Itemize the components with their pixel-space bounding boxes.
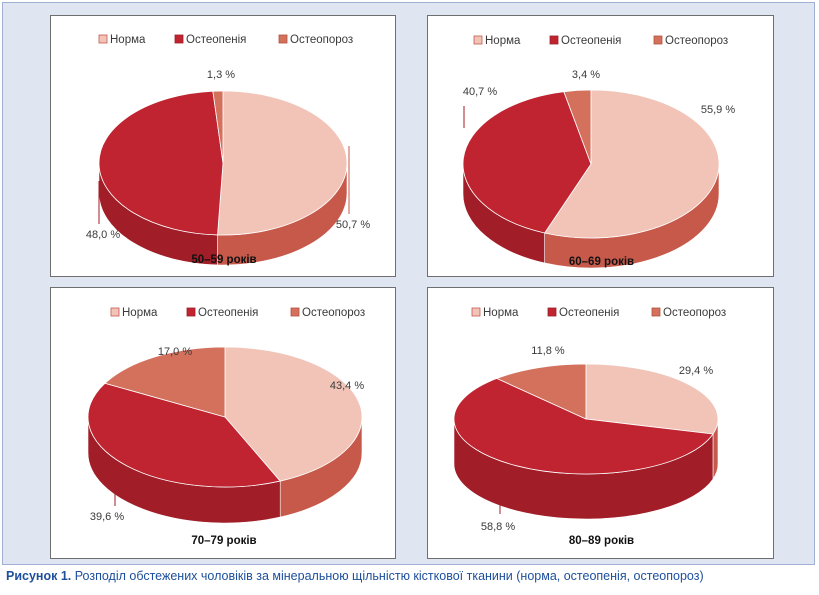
legend-swatch-osteopenia bbox=[174, 34, 184, 44]
chart-title: 70–79 років bbox=[191, 535, 256, 547]
chart-panel-60-69: Норма Остеопенія Остеопороз 55,9 % 40,7 % 3,4… bbox=[427, 15, 774, 277]
legend-entry-norma: Норма bbox=[122, 307, 158, 319]
pie-slice-osteopenia bbox=[453, 378, 714, 475]
legend-swatch-osteoporoz bbox=[278, 34, 288, 44]
pie-slice-norma bbox=[224, 346, 363, 482]
caption-text: Розподіл обстежених чоловіків за мінерал… bbox=[74, 569, 704, 583]
pie-slice-osteoporoz bbox=[563, 89, 592, 165]
chart-panel-50-59: Норма Остеопенія Остеопороз 50,7 % 48,0 % 1,3… bbox=[50, 15, 396, 277]
pie-chart-svg: Норма Остеопенія Остеопороз 50,7 % 48,0 % 1,3… bbox=[86, 34, 370, 266]
pie-slice-osteoporoz bbox=[495, 363, 587, 420]
data-label-norma: 29,4 % bbox=[679, 365, 713, 377]
legend-swatch-osteopenia bbox=[549, 35, 559, 45]
legend: Норма Остеопенія Остеопороз bbox=[473, 35, 728, 47]
legend-entry-osteopenia: Остеопенія bbox=[561, 35, 621, 47]
legend-swatch-osteoporoz bbox=[651, 307, 661, 317]
legend-swatch-osteopenia bbox=[186, 307, 196, 317]
pie-slices bbox=[453, 363, 719, 475]
data-label-norma: 43,4 % bbox=[330, 380, 364, 392]
chart-title: 50–59 років bbox=[191, 254, 256, 266]
data-label-osteoporoz: 3,4 % bbox=[572, 69, 600, 81]
legend-entry-osteoporoz: Остеопороз bbox=[290, 34, 353, 46]
legend-entry-norma: Норма bbox=[110, 34, 146, 46]
chart-title: 80–89 років bbox=[569, 535, 634, 547]
pie-slice-osteopenia bbox=[87, 382, 281, 488]
pie-slices bbox=[462, 89, 720, 239]
caption-label: Рисунок 1. bbox=[6, 569, 72, 583]
pie-chart-svg: Норма Остеопенія Остеопороз 55,9 % 40,7 % 3,4… bbox=[462, 35, 735, 269]
data-label-osteopenia: 40,7 % bbox=[463, 86, 497, 98]
legend-entry-osteopenia: Остеопенія bbox=[186, 34, 246, 46]
pie-slice-norma bbox=[543, 89, 720, 239]
legend-entry-osteoporoz: Остеопороз bbox=[302, 307, 365, 319]
pie-slice-norma bbox=[585, 363, 719, 435]
data-label-norma: 50,7 % bbox=[336, 219, 370, 231]
data-label-osteoporoz: 11,8 % bbox=[531, 345, 565, 357]
data-label-osteopenia: 39,6 % bbox=[90, 511, 124, 523]
pie-slice-osteoporoz bbox=[212, 90, 224, 164]
legend-swatch-osteopenia bbox=[547, 307, 557, 317]
pie-slices bbox=[87, 346, 363, 488]
pie-slice-norma bbox=[217, 90, 348, 236]
legend-swatch-norma bbox=[473, 35, 483, 45]
legend-entry-norma: Норма bbox=[485, 35, 521, 47]
pie-chart-svg: Норма Остеопенія Остеопороз 43,4 % 39,6 % 17,… bbox=[87, 307, 365, 547]
legend-swatch-norma bbox=[471, 307, 481, 317]
legend-entry-osteoporoz: Остеопороз bbox=[665, 35, 728, 47]
pie-chart-svg: Норма Остеопенія Остеопороз 29,4 % 58,8 % 11,… bbox=[453, 307, 726, 547]
data-label-osteoporoz: 1,3 % bbox=[207, 69, 235, 81]
data-label-osteoporoz: 17,0 % bbox=[158, 346, 192, 358]
chart-panel-70-79: Норма Остеопенія Остеопороз 43,4 % 39,6 % 17,… bbox=[50, 287, 396, 559]
legend-entry-osteoporoz: Остеопороз bbox=[663, 307, 726, 319]
pie-slice-osteopenia bbox=[98, 90, 224, 236]
legend-entry-osteopenia: Остеопенія bbox=[559, 307, 619, 319]
legend-entry-norma: Норма bbox=[483, 307, 519, 319]
data-label-norma: 55,9 % bbox=[701, 104, 735, 116]
legend-swatch-osteoporoz bbox=[653, 35, 663, 45]
data-label-osteopenia: 58,8 % bbox=[481, 521, 515, 533]
legend-swatch-norma bbox=[98, 34, 108, 44]
pie-slice-osteopenia bbox=[462, 91, 592, 234]
legend: Норма Остеопенія Остеопороз bbox=[471, 307, 726, 319]
figure-caption: Рисунок 1. Розподіл обстежених чоловіків… bbox=[6, 569, 816, 583]
pie-slices bbox=[98, 90, 348, 236]
chart-title: 60–69 років bbox=[569, 256, 634, 268]
legend-entry-osteopenia: Остеопенія bbox=[198, 307, 258, 319]
data-label-osteopenia: 48,0 % bbox=[86, 229, 120, 241]
legend: Норма Остеопенія Остеопороз bbox=[98, 34, 353, 46]
pie-slice-osteoporoz bbox=[104, 346, 226, 418]
legend: Норма Остеопенія Остеопороз bbox=[110, 307, 365, 319]
chart-panel-80-89: Норма Остеопенія Остеопороз 29,4 % 58,8 % 11,… bbox=[427, 287, 774, 559]
legend-swatch-norma bbox=[110, 307, 120, 317]
legend-swatch-osteoporoz bbox=[290, 307, 300, 317]
